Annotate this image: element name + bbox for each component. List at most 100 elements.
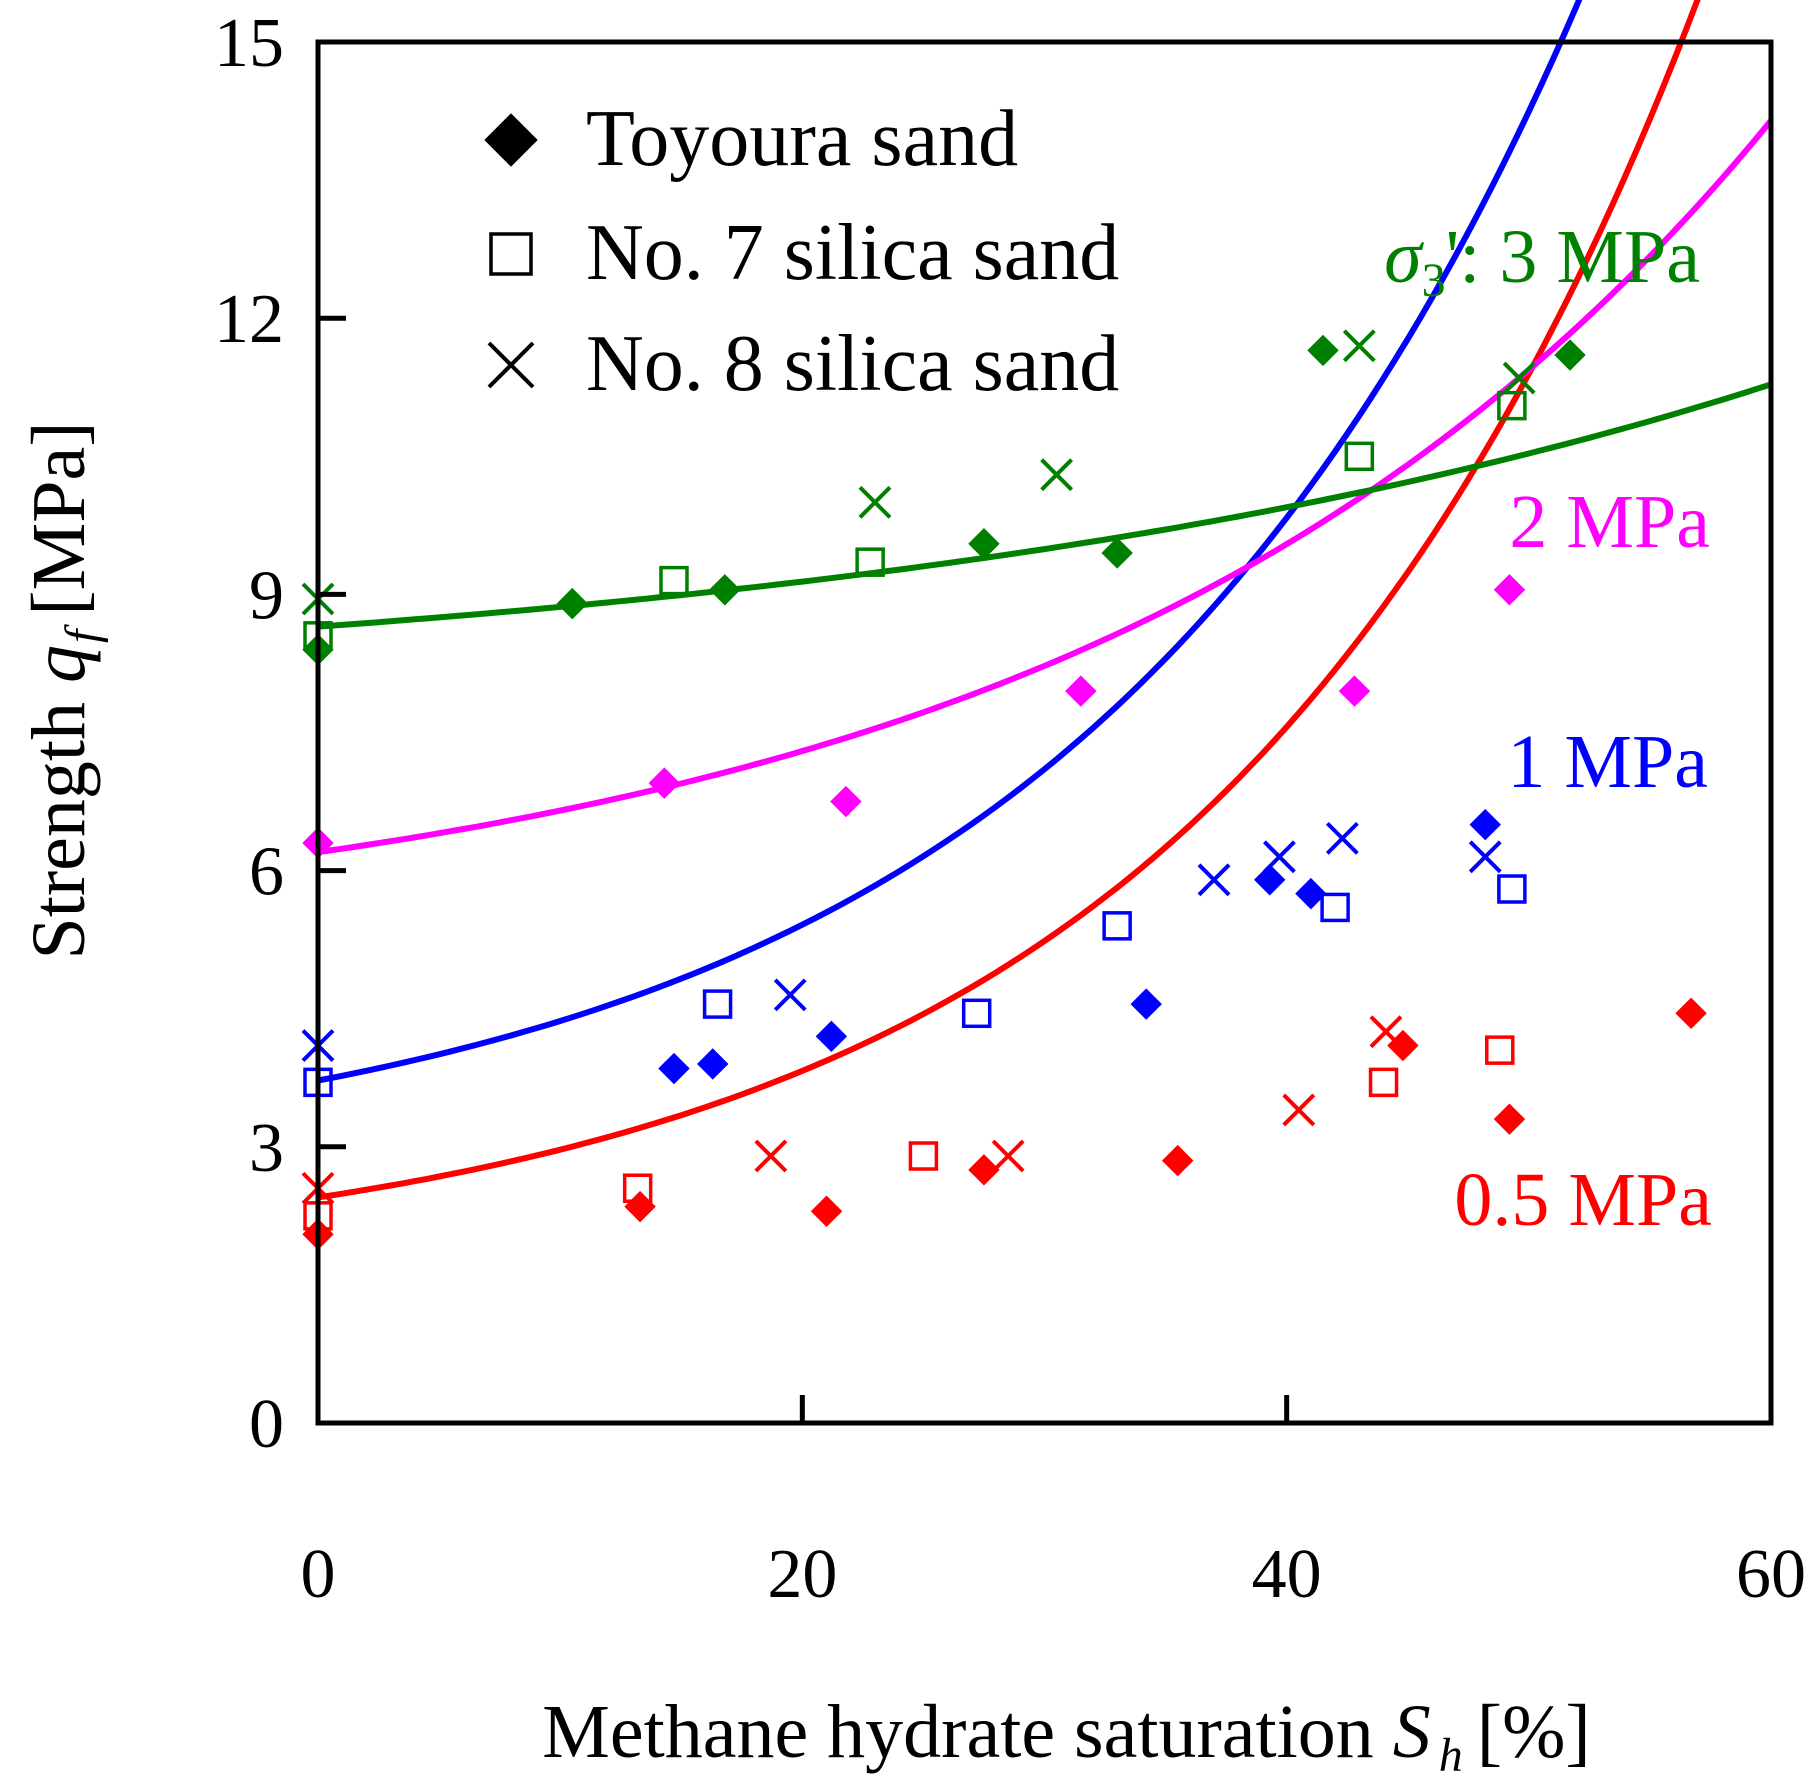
toyoura-marker bbox=[968, 528, 1000, 560]
cross-stroke bbox=[1282, 1093, 1316, 1127]
plot-frame bbox=[315, 39, 1774, 1426]
fit-curve-1-mpa bbox=[317, 0, 1583, 1084]
series-label: σ3': 3 MPa bbox=[1384, 215, 1700, 307]
cross-stroke bbox=[991, 1139, 1025, 1173]
x-tick-label: 60 bbox=[1736, 1536, 1806, 1613]
legend-square-icon bbox=[489, 232, 533, 276]
series-label-text: 0.5 MPa bbox=[1454, 1158, 1712, 1242]
toyoura-marker bbox=[1493, 1103, 1526, 1135]
toyoura-marker bbox=[815, 1020, 848, 1053]
y-tick-label: 0 bbox=[249, 1386, 284, 1463]
no7-marker bbox=[702, 989, 733, 1019]
no7-marker bbox=[659, 565, 689, 596]
toyoura-marker bbox=[1065, 675, 1097, 707]
x-tick-label: 0 bbox=[301, 1536, 336, 1613]
toyoura-marker bbox=[1130, 988, 1162, 1020]
legend-label: No. 8 silica sand bbox=[586, 320, 1119, 408]
toyoura-marker bbox=[1295, 877, 1327, 910]
no8-marker bbox=[1197, 863, 1231, 897]
no7-marker bbox=[622, 1173, 653, 1203]
labels: 0 3 6 9 12 15 0 20 40 60 Methane hydrate saturatio… bbox=[17, 5, 1806, 1781]
legend-x-icon bbox=[487, 341, 535, 389]
cross-stroke bbox=[773, 978, 807, 1012]
no8-marker bbox=[1282, 1093, 1316, 1127]
no7-marker bbox=[1497, 390, 1527, 421]
cross-stroke bbox=[858, 485, 892, 519]
no8-marker bbox=[858, 485, 892, 519]
series-label-text: 3 MPa bbox=[1499, 215, 1700, 299]
no7-marker bbox=[1497, 874, 1527, 904]
toyoura-marker bbox=[1338, 675, 1371, 707]
toyoura-marker bbox=[1675, 997, 1707, 1030]
cross-stroke bbox=[754, 1139, 788, 1173]
toyoura-marker bbox=[1493, 574, 1526, 606]
no7-marker bbox=[1344, 441, 1375, 472]
cross-stroke bbox=[1197, 863, 1231, 897]
y-axis-title-text: Strength bbox=[17, 702, 101, 960]
series-label-text: 1 MPa bbox=[1507, 720, 1708, 804]
y-tick-label: 6 bbox=[249, 834, 284, 911]
toyoura-marker bbox=[830, 785, 862, 818]
y-tick-label: 3 bbox=[249, 1110, 284, 1187]
y-axis-subscript: f bbox=[56, 624, 109, 643]
x-axis-unit: [%] bbox=[1477, 1690, 1591, 1774]
no8-marker bbox=[1325, 821, 1359, 855]
legend-label: No. 7 silica sand bbox=[586, 209, 1119, 297]
toyoura-marker bbox=[1161, 1144, 1194, 1177]
toyoura-marker bbox=[1254, 864, 1286, 896]
series-label: 2 MPa bbox=[1509, 480, 1710, 564]
no8-marker bbox=[1262, 840, 1296, 874]
toyoura-marker bbox=[697, 1048, 729, 1080]
cross-stroke bbox=[1502, 361, 1536, 395]
no8-marker bbox=[1040, 458, 1074, 492]
x-tick-label: 20 bbox=[767, 1536, 837, 1613]
no7-marker bbox=[1368, 1067, 1399, 1098]
no7-marker bbox=[855, 547, 885, 577]
cross-stroke bbox=[1325, 821, 1359, 855]
y-axis-unit: [MPa] bbox=[17, 421, 101, 615]
x-tick-label: 40 bbox=[1252, 1536, 1322, 1613]
toyoura-marker bbox=[1554, 339, 1586, 371]
no7-marker bbox=[1102, 911, 1132, 941]
no8-marker bbox=[754, 1139, 788, 1173]
no7-marker bbox=[1485, 1035, 1515, 1065]
toyoura-marker bbox=[709, 574, 741, 606]
legend-diamond-icon bbox=[484, 113, 538, 167]
toyoura-marker bbox=[1387, 1029, 1419, 1062]
toyoura-marker bbox=[1469, 808, 1501, 841]
data-markers bbox=[301, 329, 1707, 1250]
no7-marker bbox=[961, 998, 992, 1029]
fit-curves bbox=[317, 0, 1774, 1201]
no8-marker bbox=[773, 978, 807, 1012]
toyoura-marker bbox=[648, 767, 681, 799]
toyoura-marker bbox=[556, 587, 588, 620]
no7-marker bbox=[1320, 892, 1350, 923]
toyoura-marker bbox=[1101, 537, 1133, 569]
toyoura-marker bbox=[1307, 334, 1339, 367]
no8-marker bbox=[1502, 361, 1536, 395]
legend-label: Toyoura sand bbox=[586, 95, 1018, 183]
toyoura-marker bbox=[810, 1195, 843, 1227]
series-label: 1 MPa bbox=[1507, 720, 1708, 804]
toyoura-marker bbox=[658, 1052, 690, 1085]
axes bbox=[315, 39, 1774, 1426]
cross-stroke bbox=[1262, 840, 1296, 874]
sigma-symbol: σ bbox=[1384, 215, 1424, 299]
no8-marker bbox=[1369, 1015, 1403, 1049]
x-axis-title-text: Methane hydrate saturation bbox=[542, 1690, 1373, 1774]
cross-stroke bbox=[1369, 1015, 1403, 1049]
y-tick-label: 9 bbox=[249, 557, 284, 634]
cross-stroke bbox=[487, 341, 535, 389]
sigma-subscript: 3 bbox=[1422, 254, 1446, 307]
cross-stroke bbox=[1468, 840, 1502, 874]
y-axis-symbol: q bbox=[17, 645, 101, 683]
cross-stroke bbox=[1040, 458, 1074, 492]
x-axis-symbol: S bbox=[1393, 1690, 1431, 1774]
toyoura-marker bbox=[968, 1154, 1000, 1186]
cross-stroke bbox=[1342, 329, 1376, 363]
no8-marker bbox=[991, 1139, 1025, 1173]
x-axis-subscript: h bbox=[1439, 1729, 1463, 1781]
series-label: 0.5 MPa bbox=[1454, 1158, 1712, 1242]
